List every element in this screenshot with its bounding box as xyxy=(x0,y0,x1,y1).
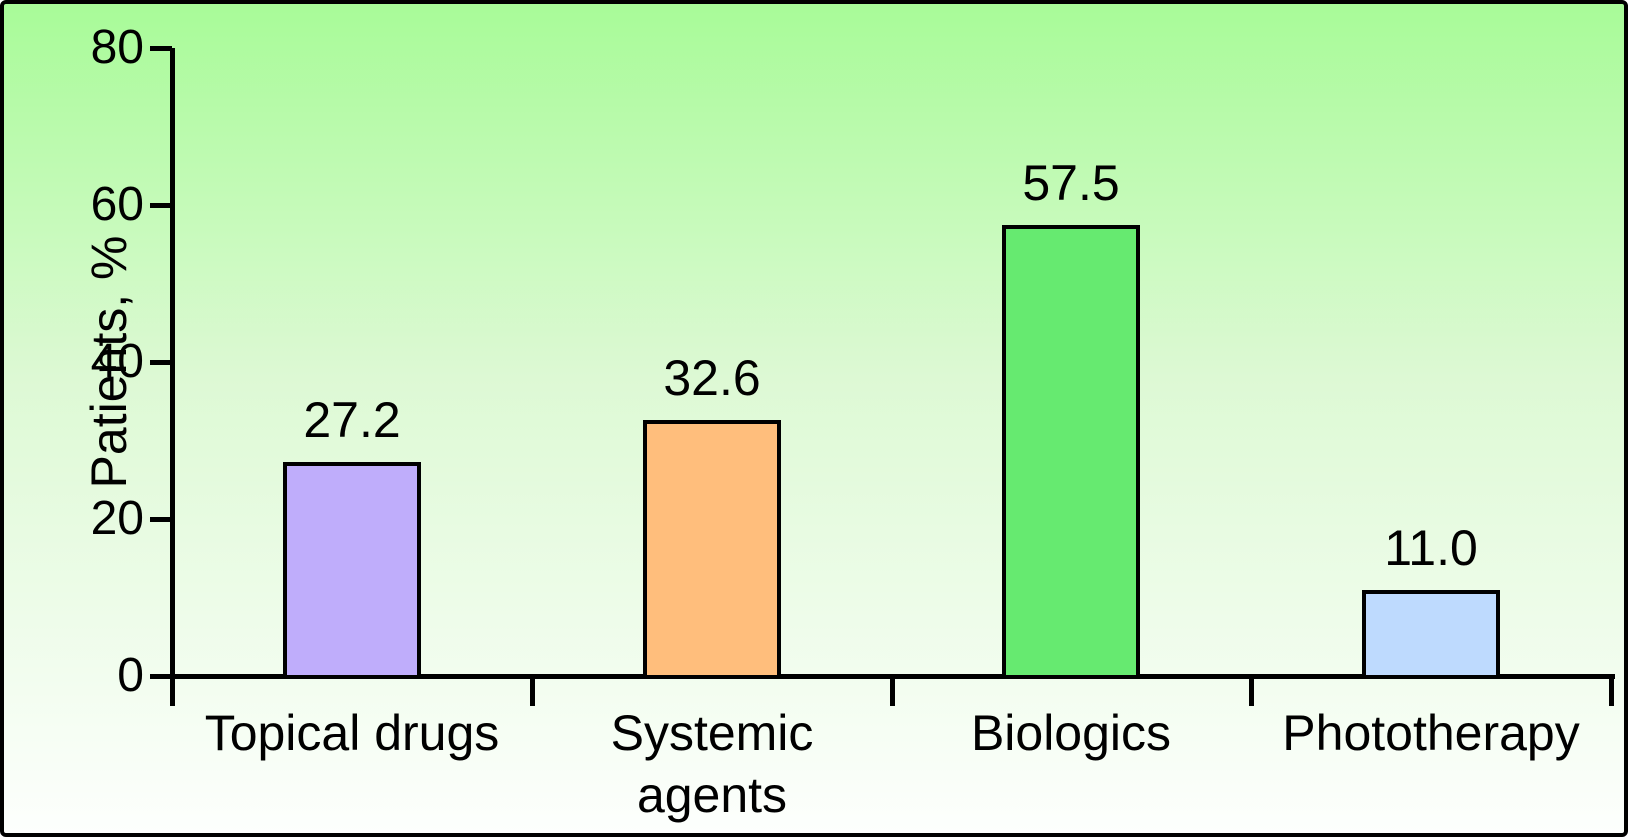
x-tick xyxy=(890,674,895,706)
x-tick xyxy=(1609,674,1614,706)
y-axis-line xyxy=(170,48,175,679)
bar-biologics xyxy=(1002,225,1140,679)
x-tick xyxy=(170,674,175,706)
y-tick-label: 40 xyxy=(90,335,144,388)
y-tick xyxy=(150,203,172,208)
y-tick-label: 80 xyxy=(90,21,144,74)
y-tick-label: 60 xyxy=(90,178,144,231)
bar-value-label-phototherapy: 11.0 xyxy=(1384,520,1478,576)
x-category-label-phototherapy: Phototherapy xyxy=(1282,705,1580,761)
y-tick xyxy=(150,517,172,522)
x-tick xyxy=(1249,674,1254,706)
x-category-label-systemic-agents: Systemic agents xyxy=(610,705,814,823)
bar-topical-drugs xyxy=(283,462,421,679)
bar-value-label-systemic-agents: 32.6 xyxy=(663,350,761,406)
x-category-label-biologics: Biologics xyxy=(970,705,1172,761)
y-tick-label: 20 xyxy=(90,492,144,545)
x-category-label-topical-drugs: Topical drugs xyxy=(204,705,500,761)
y-tick-label: 0 xyxy=(117,649,144,702)
bar-value-label-biologics: 57.5 xyxy=(1022,155,1120,211)
y-tick xyxy=(150,46,172,51)
y-tick xyxy=(150,674,172,679)
bar-phototherapy xyxy=(1362,590,1500,679)
x-tick xyxy=(530,674,535,706)
y-tick xyxy=(150,360,172,365)
bar-value-label-topical-drugs: 27.2 xyxy=(303,392,401,448)
bar-systemic-agents xyxy=(643,420,781,679)
